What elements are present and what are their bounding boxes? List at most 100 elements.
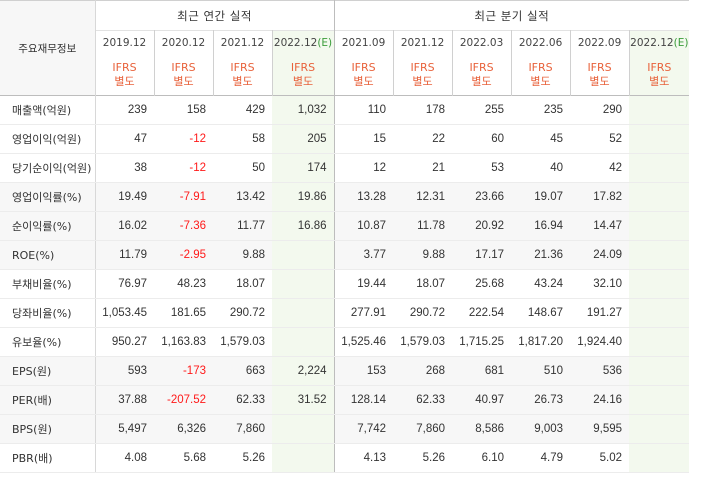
value-cell (629, 269, 690, 299)
ifrs-basis-label: IFRS 별도 (393, 55, 453, 96)
basis-text: 별도 (530, 75, 551, 89)
value-cell: 26.73 (511, 385, 571, 415)
row-label: 영업이익(억원) (0, 124, 96, 154)
value-cell: 9.88 (213, 240, 272, 270)
value-cell (629, 153, 690, 183)
value-cell: 13.28 (334, 182, 394, 212)
value-cell: 60 (452, 124, 512, 154)
value-cell: 13.42 (213, 182, 272, 212)
value-cell: 12 (334, 153, 394, 183)
row-label: 매출액(억원) (0, 95, 96, 125)
ifrs-basis-label: IFRS 별도 (570, 55, 630, 96)
value-cell: 5,497 (95, 414, 154, 444)
value-cell: 1,817.20 (511, 327, 571, 357)
value-cell: 290.72 (213, 298, 272, 328)
ifrs-text: IFRS (528, 61, 553, 75)
value-cell: 62.33 (213, 385, 272, 415)
value-cell (272, 298, 335, 328)
value-cell: 19.44 (334, 269, 394, 299)
quarter-results-header: 최근 분기 실적 (334, 0, 690, 31)
value-cell: 9.88 (393, 240, 453, 270)
annual-period-header: 2020.12 (154, 30, 214, 56)
value-cell: 2,224 (272, 356, 335, 386)
value-cell: 663 (213, 356, 272, 386)
value-cell (272, 443, 335, 473)
ifrs-text: IFRS (351, 61, 376, 75)
basis-text: 별도 (292, 75, 314, 89)
value-cell (629, 211, 690, 241)
ifrs-text: IFRS (647, 61, 672, 75)
value-cell: 174 (272, 153, 335, 183)
table-row: 당기순이익(억원) 38 -12 50 174 12 21 53 40 42 (0, 153, 690, 183)
value-cell: 3.77 (334, 240, 394, 270)
value-cell: 14.47 (570, 211, 630, 241)
value-cell: 10.87 (334, 211, 394, 241)
value-cell: 277.91 (334, 298, 394, 328)
basis-text: 별도 (589, 75, 610, 89)
period-label: 2021.09 (341, 37, 386, 50)
row-header-label: 주요재무정보 (0, 0, 96, 96)
value-cell: 17.82 (570, 182, 630, 212)
value-cell: 11.78 (393, 211, 453, 241)
table-row: 당좌비율(%) 1,053.45 181.65 290.72 277.91 290.72 2… (0, 298, 690, 328)
value-cell: 4.08 (95, 443, 154, 473)
value-cell (629, 240, 690, 270)
value-cell: -7.91 (154, 182, 213, 212)
quarter-period-header: 2021.09 (334, 30, 394, 56)
value-cell: -207.52 (154, 385, 213, 415)
value-cell: 510 (511, 356, 571, 386)
period-label: 2021.12 (220, 37, 265, 50)
value-cell: 1,579.03 (393, 327, 453, 357)
value-cell: 593 (95, 356, 154, 386)
period-label: 2022.06 (518, 37, 563, 50)
quarter-period-header: 2022.12(E) (629, 30, 690, 56)
value-cell (272, 269, 335, 299)
row-label: 영업이익률(%) (0, 182, 96, 212)
value-cell (629, 327, 690, 357)
basis-text: 별도 (471, 75, 492, 89)
value-cell: 7,860 (393, 414, 453, 444)
value-cell: 205 (272, 124, 335, 154)
value-cell: 53 (452, 153, 512, 183)
ifrs-text: IFRS (112, 61, 137, 75)
value-cell: 24.16 (570, 385, 630, 415)
ifrs-basis-label: IFRS 별도 (334, 55, 394, 96)
value-cell: 37.88 (95, 385, 154, 415)
row-label: PER(배) (0, 385, 96, 415)
value-cell: 681 (452, 356, 512, 386)
value-cell: 42 (570, 153, 630, 183)
annual-period-header: 2019.12 (95, 30, 155, 56)
basis-text: 별도 (649, 75, 670, 89)
quarter-period-header: 2022.03 (452, 30, 512, 56)
row-label: EPS(원) (0, 356, 96, 386)
annual-period-header: 2022.12(E) (272, 30, 335, 56)
table-row: ROE(%) 11.79 -2.95 9.88 3.77 9.88 17.17 21.36 24… (0, 240, 690, 270)
estimate-marker: (E) (317, 37, 333, 50)
value-cell: 25.68 (452, 269, 512, 299)
ifrs-basis-label: IFRS 별도 (154, 55, 214, 96)
value-cell: -2.95 (154, 240, 213, 270)
financial-summary-table: 주요재무정보 최근 연간 실적 최근 분기 실적 2019.12 2020.12 2… (0, 0, 690, 473)
value-cell: 47 (95, 124, 154, 154)
table-row: 영업이익(억원) 47 -12 58 205 15 22 60 45 52 (0, 124, 690, 154)
value-cell: 38 (95, 153, 154, 183)
value-cell: 19.86 (272, 182, 335, 212)
value-cell: 24.09 (570, 240, 630, 270)
value-cell: -12 (154, 153, 213, 183)
estimate-marker: (E) (673, 37, 689, 50)
period-label: 2022.03 (459, 37, 504, 50)
basis-text: 별도 (232, 75, 253, 89)
value-cell: -173 (154, 356, 213, 386)
value-cell: 19.49 (95, 182, 154, 212)
value-cell: 31.52 (272, 385, 335, 415)
value-cell (629, 356, 690, 386)
value-cell: 429 (213, 95, 272, 125)
basis-text: 별도 (353, 75, 374, 89)
value-cell: 1,579.03 (213, 327, 272, 357)
value-cell: 1,053.45 (95, 298, 154, 328)
value-cell: 16.94 (511, 211, 571, 241)
quarter-period-header: 2022.06 (511, 30, 571, 56)
value-cell (629, 414, 690, 444)
period-label: 2019.12 (102, 37, 147, 50)
value-cell: 181.65 (154, 298, 213, 328)
